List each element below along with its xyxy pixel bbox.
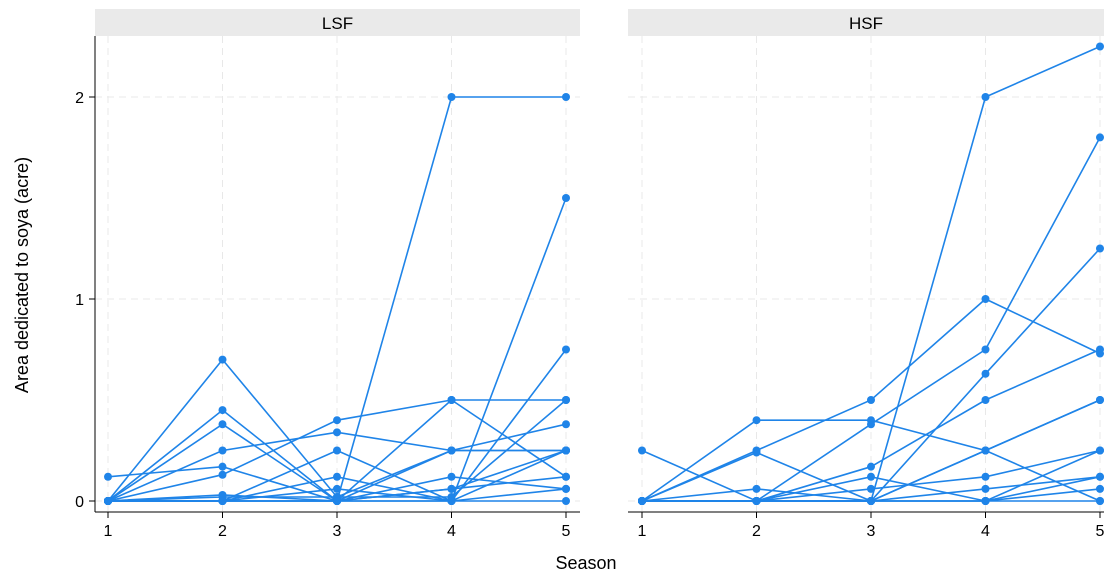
data-point [981, 472, 990, 481]
data-point [562, 497, 570, 505]
x-axis-title: Season [555, 553, 616, 573]
data-point [981, 93, 990, 101]
data-point [218, 462, 227, 471]
data-point [447, 446, 456, 455]
series-group [104, 93, 570, 505]
data-point [333, 446, 341, 455]
x-tick-label: 5 [562, 523, 571, 540]
data-point [218, 490, 227, 499]
data-point [1096, 497, 1104, 505]
data-point [752, 497, 761, 505]
data-point [981, 295, 990, 303]
data-point [218, 446, 227, 455]
panel-hsf: HSF 1 2 3 4 5 [628, 9, 1104, 540]
data-point [981, 345, 990, 354]
data-point [981, 446, 990, 455]
x-tick-label: 5 [1096, 523, 1104, 540]
x-tick-label: 3 [867, 523, 876, 540]
data-point [218, 420, 227, 429]
data-point [1096, 396, 1104, 404]
x-tick-label: 1 [638, 523, 647, 540]
data-point [333, 484, 341, 493]
x-tick-label: 4 [447, 523, 456, 540]
data-point [562, 194, 570, 202]
data-point [1096, 345, 1104, 354]
x-tick-label: 2 [218, 523, 227, 540]
data-point [1096, 446, 1104, 455]
data-point [218, 470, 227, 479]
panel-lsf: LSF 0 1 2 1 2 3 4 5 [75, 9, 580, 540]
data-point [562, 345, 570, 354]
x-tick-label: 1 [104, 523, 113, 540]
data-point [562, 93, 570, 101]
data-point [104, 497, 112, 505]
data-point [1096, 472, 1104, 481]
x-tick-label: 2 [752, 523, 761, 540]
data-point [447, 93, 456, 101]
data-point [218, 406, 227, 415]
data-point [752, 416, 761, 425]
data-point [333, 416, 341, 425]
data-point [1096, 42, 1104, 51]
x-tick-label: 3 [333, 523, 342, 540]
y-tick-label: 0 [75, 494, 84, 511]
y-tick-label: 2 [75, 90, 84, 107]
data-point [1096, 133, 1104, 142]
data-point [562, 472, 570, 481]
data-point [981, 497, 990, 505]
data-point [447, 497, 456, 505]
data-point [562, 396, 570, 404]
y-axis-title: Area dedicated to soya (acre) [12, 157, 32, 393]
data-point [638, 446, 646, 455]
data-point [562, 484, 570, 493]
data-point [562, 446, 570, 455]
x-tick-label: 4 [981, 523, 990, 540]
data-point [867, 472, 875, 481]
panel-title: LSF [322, 14, 353, 33]
data-point [981, 396, 990, 404]
data-point [981, 369, 990, 378]
data-point [1096, 244, 1104, 253]
data-point [867, 420, 875, 429]
data-point [1096, 484, 1104, 493]
data-point [333, 428, 341, 437]
data-point [333, 472, 341, 481]
panel-header [95, 9, 580, 36]
data-point [638, 497, 646, 505]
data-point [867, 484, 875, 493]
data-point [752, 448, 761, 457]
data-point [752, 484, 761, 493]
data-point [333, 497, 341, 505]
data-point [562, 420, 570, 429]
data-point [218, 355, 227, 364]
data-point [104, 472, 112, 481]
data-point [867, 497, 875, 505]
data-point [867, 462, 875, 471]
data-point [447, 396, 456, 404]
data-point [218, 497, 227, 505]
data-point [447, 484, 456, 493]
y-tick-label: 1 [75, 292, 84, 309]
panel-header [628, 9, 1104, 36]
series-group [638, 42, 1104, 505]
panel-title: HSF [849, 14, 883, 33]
data-point [447, 472, 456, 481]
data-point [981, 484, 990, 493]
data-point [867, 396, 875, 404]
